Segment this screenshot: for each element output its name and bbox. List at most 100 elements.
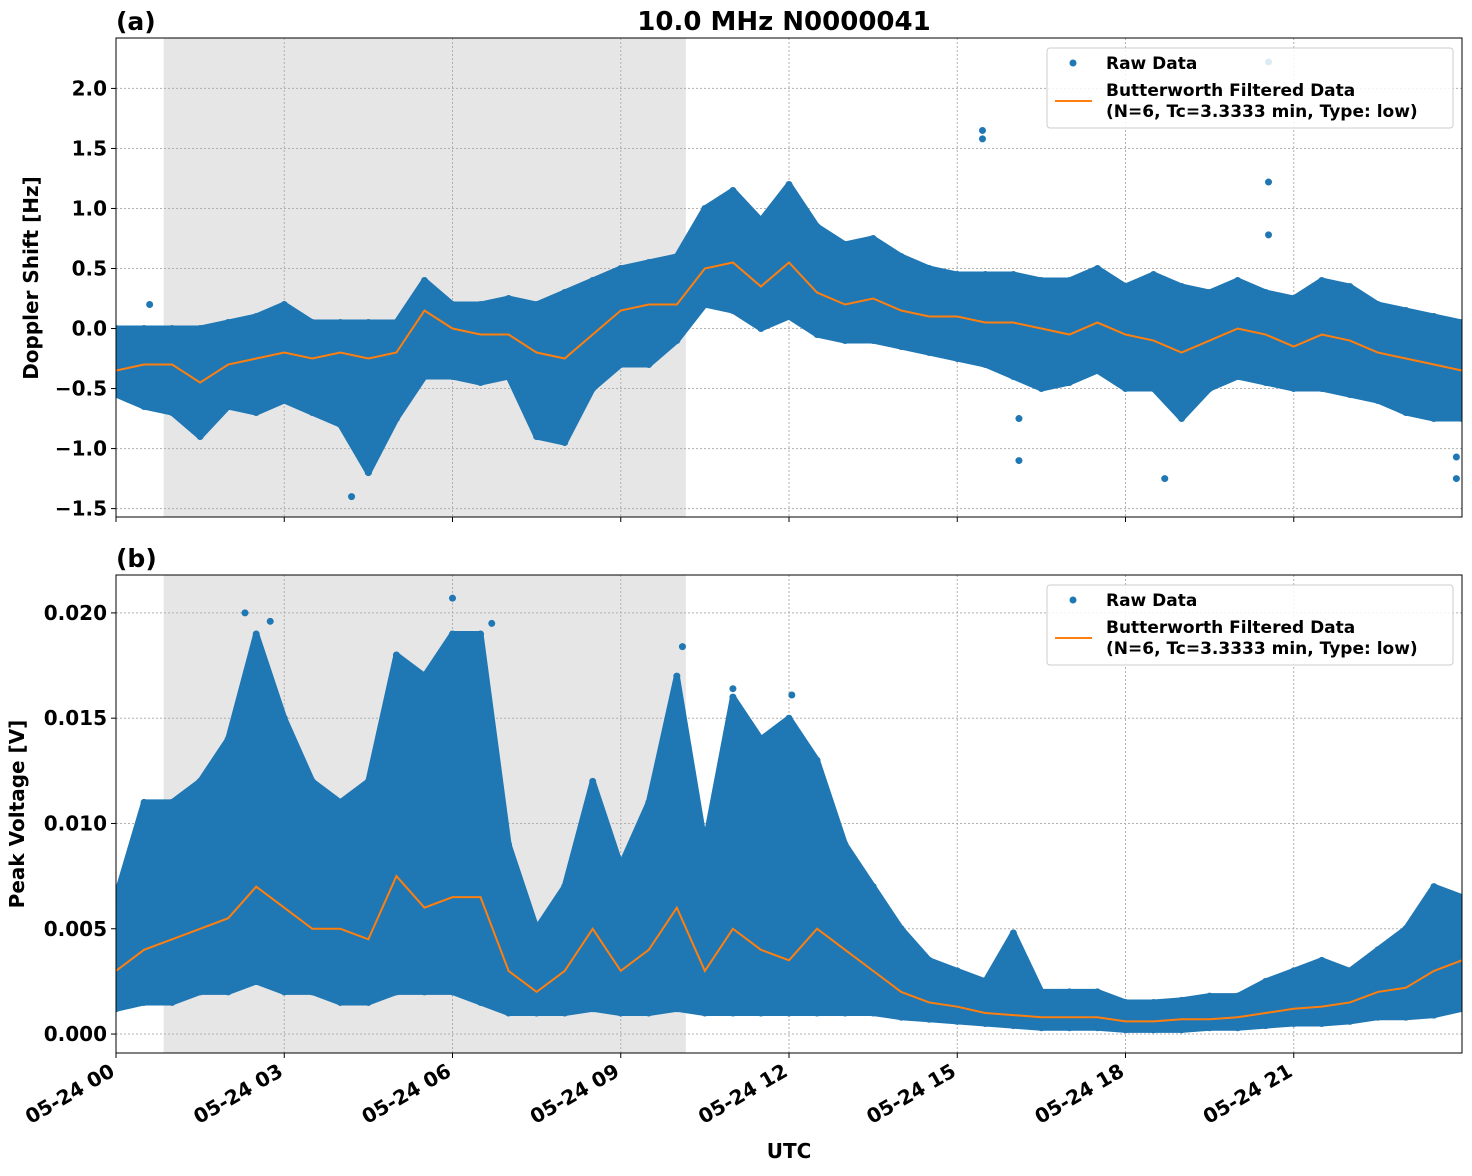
raw-data-point [533, 433, 541, 441]
raw-data-point [617, 264, 625, 272]
x-tick-label: 05-24 00 [21, 1059, 119, 1129]
raw-data-point [1402, 409, 1410, 417]
raw-data-point [981, 270, 989, 278]
raw-data-outlier [1015, 415, 1023, 423]
raw-data-point [561, 439, 569, 447]
panel-b-ylabel: Peak Voltage [V] [5, 720, 29, 909]
raw-data-point [785, 1009, 793, 1017]
raw-data-point [116, 391, 120, 399]
raw-data-outlier [364, 469, 372, 477]
raw-data-point [589, 277, 597, 285]
raw-data-outlier [1452, 475, 1460, 483]
raw-data-point [1234, 277, 1242, 285]
raw-data-outlier [678, 643, 686, 651]
raw-data-point [673, 337, 681, 345]
y-tick-label: −1.0 [55, 437, 107, 461]
y-tick-label: 2.0 [72, 76, 107, 100]
raw-data-point [981, 361, 989, 369]
raw-data-point [196, 988, 204, 996]
raw-data-point [477, 998, 485, 1006]
raw-data-point [336, 421, 344, 429]
raw-data-point [308, 988, 316, 996]
legend-box [1046, 584, 1454, 666]
raw-data-point [505, 1009, 513, 1017]
raw-data-point [869, 883, 877, 891]
raw-data-point [252, 313, 260, 321]
raw-data-outlier [1015, 457, 1023, 465]
raw-data-point [364, 319, 372, 327]
raw-data-point [308, 409, 316, 417]
raw-data-point [1458, 1005, 1462, 1013]
legend-raw-label: Raw Data [1106, 54, 1197, 74]
raw-data-outlier [241, 609, 249, 617]
raw-data-point [1122, 385, 1129, 393]
raw-data-point [925, 264, 933, 272]
raw-data-point [1150, 385, 1158, 393]
raw-data-outlier [1265, 231, 1273, 239]
raw-data-point [252, 630, 260, 638]
raw-data-outlier [1161, 475, 1169, 483]
raw-data-point [224, 403, 232, 411]
raw-data-point [617, 361, 625, 369]
raw-data-point [589, 1005, 597, 1013]
raw-data-point [1262, 1022, 1270, 1030]
raw-data-point [589, 777, 597, 785]
raw-data-point [1065, 988, 1073, 996]
raw-data-point [1402, 1013, 1410, 1021]
raw-data-point [1430, 883, 1438, 891]
raw-data-point [1318, 1020, 1326, 1028]
raw-data-point [673, 1005, 681, 1013]
plot-area [116, 58, 1462, 501]
raw-data-point [1093, 367, 1101, 375]
raw-data-point [869, 337, 877, 345]
raw-data-point [336, 998, 344, 1006]
raw-data-point [477, 379, 485, 387]
raw-data-point [1178, 996, 1186, 1004]
raw-data-point [1458, 319, 1462, 327]
raw-data-point [1458, 893, 1462, 901]
raw-data-point [757, 216, 765, 224]
raw-data-point [1065, 379, 1073, 387]
raw-data-point [1037, 277, 1045, 285]
raw-data-outlier [348, 493, 356, 501]
filtered-data-line [116, 874, 1462, 1023]
raw-data-point [420, 277, 428, 285]
legend-filtered-params: (N=6, Tc=3.3333 min, Type: low) [1106, 639, 1418, 659]
raw-data-point [1065, 1024, 1073, 1032]
raw-data-point [505, 373, 513, 381]
raw-data-point [897, 343, 905, 351]
raw-data-point [1122, 283, 1129, 291]
raw-data-point [449, 373, 456, 381]
legend-box [1046, 47, 1454, 129]
legend-raw-marker [1069, 59, 1077, 67]
raw-data-point [1037, 988, 1045, 996]
raw-data-point [1430, 415, 1438, 423]
raw-data-point [645, 1009, 653, 1017]
raw-data-point [1065, 277, 1073, 285]
raw-data-point [224, 319, 232, 327]
x-tick-label: 05-24 21 [1199, 1059, 1297, 1129]
raw-data-outlier [729, 685, 737, 693]
raw-data-point [1122, 1026, 1129, 1034]
raw-data-point [364, 777, 372, 785]
raw-data-point [168, 998, 176, 1006]
y-tick-label: 0.0 [72, 317, 107, 341]
raw-data-point [252, 409, 260, 417]
raw-data-point [617, 862, 625, 870]
raw-data-point [925, 956, 933, 964]
raw-data-point [1009, 270, 1017, 278]
raw-data-point [477, 630, 485, 638]
raw-data-point [1150, 998, 1158, 1006]
y-tick-label: −0.5 [55, 377, 107, 401]
raw-data-outlier [488, 619, 496, 627]
legend-raw-marker [1069, 596, 1077, 604]
x-tick-label: 05-24 09 [526, 1059, 624, 1129]
raw-data-point [224, 988, 232, 996]
raw-data-point [364, 998, 372, 1006]
panel-b-voltage: 0.000 0.005 0.010 0.015 0.020 05-24 00 05-24 0… [21, 574, 1463, 1129]
x-tick-label: 05-24 15 [862, 1059, 960, 1129]
raw-data-point [1122, 998, 1129, 1006]
raw-data-point [1150, 270, 1158, 278]
y-tick-label: 0.015 [44, 706, 107, 730]
raw-data-point [841, 337, 849, 345]
